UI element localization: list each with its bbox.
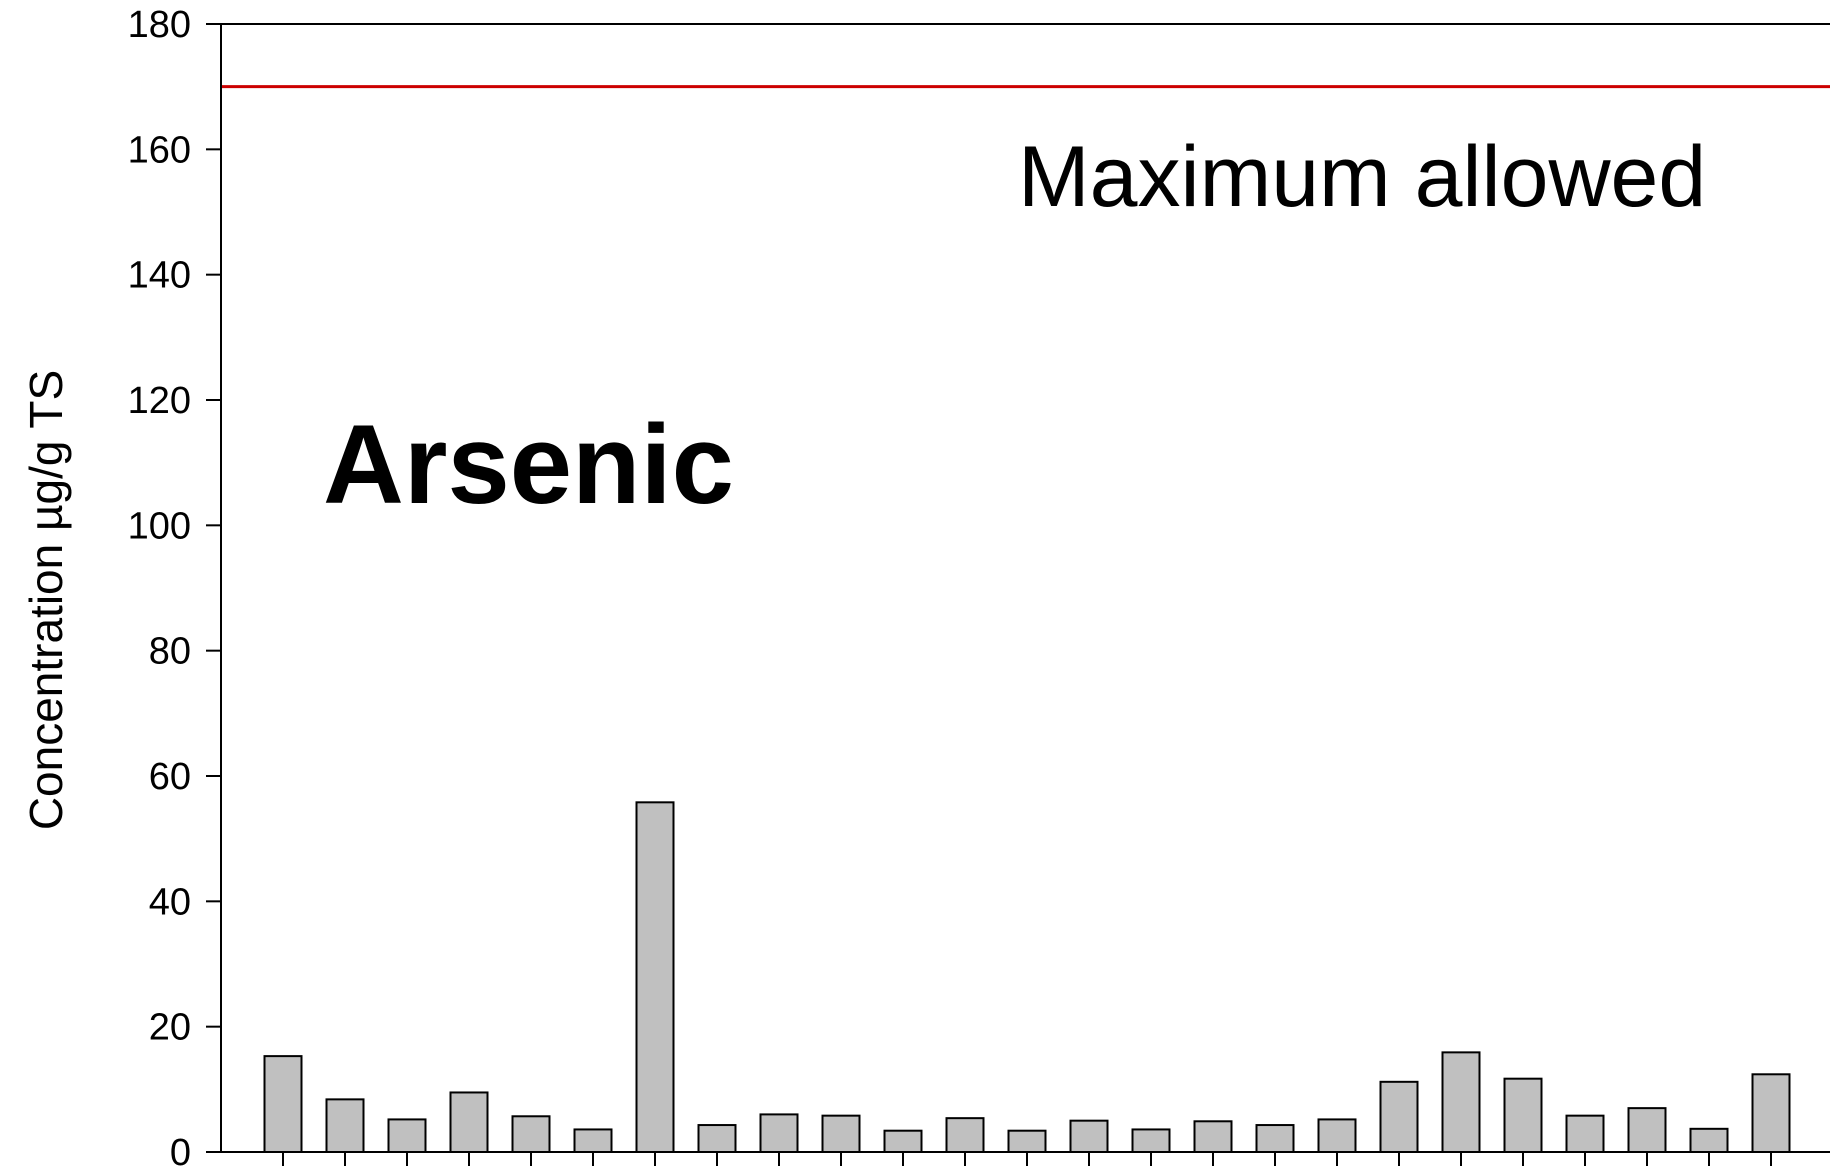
bar (1689, 1127, 1729, 1154)
x-ticks-layer (282, 1152, 1772, 1166)
bar (1503, 1077, 1543, 1154)
y-tick-label: 40 (149, 881, 191, 923)
bar (1627, 1107, 1667, 1153)
y-tick-label: 140 (128, 255, 191, 297)
y-axis-label: Concentration µg/g TS (20, 370, 72, 830)
bar (697, 1124, 737, 1154)
bar (387, 1118, 427, 1153)
bar (883, 1129, 923, 1154)
bar (1255, 1124, 1295, 1154)
threshold-label: Maximum allowed (1018, 129, 1706, 225)
y-ticks-layer: 0 20 40 60 80 100 120 140 160 180 (128, 4, 221, 1168)
bars-layer (263, 801, 1791, 1154)
bar (759, 1113, 799, 1154)
bar (1193, 1120, 1233, 1154)
y-tick-label: 80 (149, 631, 191, 673)
y-tick-label: 180 (128, 4, 191, 46)
bar (1565, 1114, 1605, 1153)
bar (1007, 1129, 1047, 1154)
bar (945, 1117, 985, 1154)
bar (449, 1091, 489, 1154)
element-label: Arsenic (323, 402, 734, 527)
bar (1379, 1080, 1419, 1154)
bar (1131, 1128, 1171, 1153)
bar (635, 801, 675, 1153)
y-tick-label: 0 (170, 1132, 191, 1168)
bar (511, 1115, 551, 1154)
y-tick-label: 120 (128, 380, 191, 422)
bar (821, 1114, 861, 1153)
y-tick-label: 60 (149, 756, 191, 798)
bar (1069, 1119, 1109, 1153)
y-tick-label: 20 (149, 1007, 191, 1049)
bar (263, 1055, 303, 1153)
bar (1317, 1118, 1357, 1153)
y-tick-label: 160 (128, 129, 191, 171)
bar (1441, 1051, 1481, 1153)
bar (325, 1098, 365, 1153)
bar (573, 1128, 613, 1153)
y-tick-label: 100 (128, 505, 191, 547)
bar (1751, 1073, 1791, 1153)
